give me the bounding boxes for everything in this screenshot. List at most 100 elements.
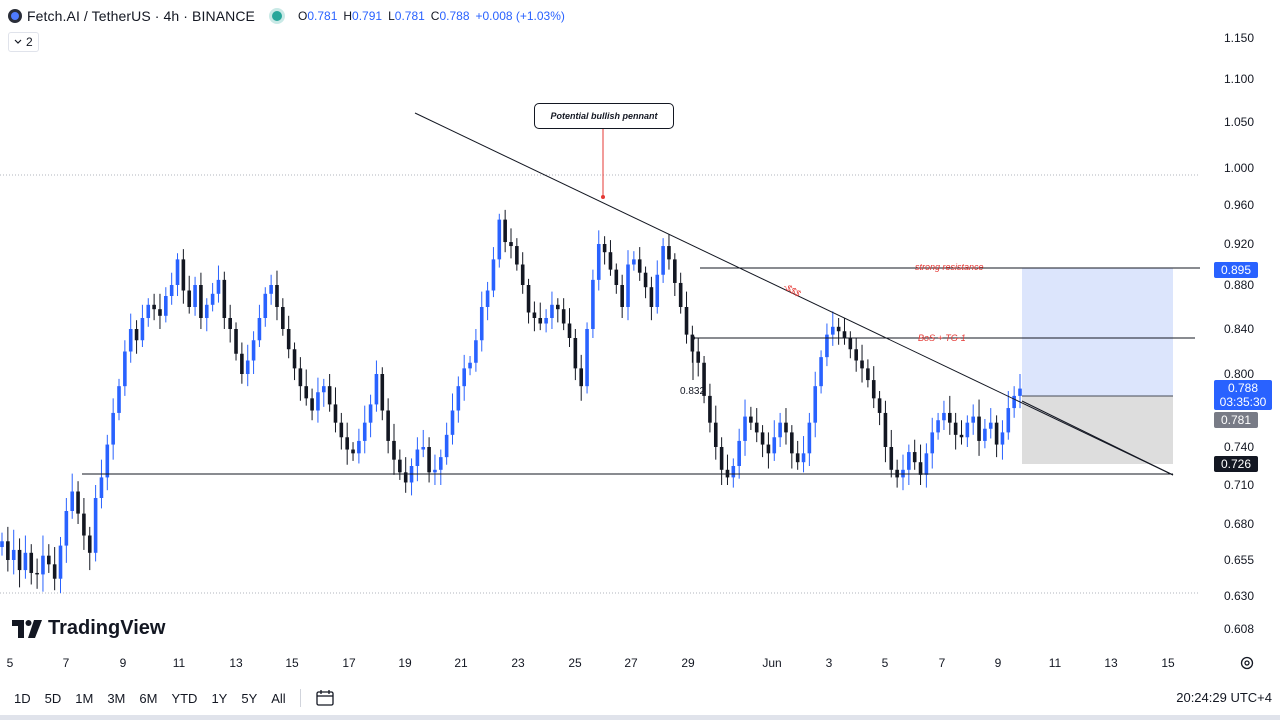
candle[interactable] xyxy=(667,246,671,260)
candle[interactable] xyxy=(942,412,946,421)
candle[interactable] xyxy=(23,552,28,571)
candle[interactable] xyxy=(228,318,232,329)
candle[interactable] xyxy=(696,351,701,363)
candle[interactable] xyxy=(772,437,777,454)
candle[interactable] xyxy=(766,444,771,454)
candle[interactable] xyxy=(544,318,548,324)
candle[interactable] xyxy=(784,422,788,433)
candle[interactable] xyxy=(386,410,390,441)
stop-zone[interactable] xyxy=(1022,396,1173,464)
candle[interactable] xyxy=(813,386,818,423)
candle[interactable] xyxy=(292,349,297,369)
utc-clock[interactable]: 20:24:29 UTC+4 xyxy=(1176,690,1272,705)
candle[interactable] xyxy=(146,304,151,318)
candle[interactable] xyxy=(947,412,952,423)
candle[interactable] xyxy=(123,351,127,387)
candle[interactable] xyxy=(497,219,502,260)
candle[interactable] xyxy=(368,404,373,423)
candle[interactable] xyxy=(415,449,420,466)
candle[interactable] xyxy=(64,511,69,546)
candle[interactable] xyxy=(398,459,402,473)
candle[interactable] xyxy=(310,398,314,411)
candle[interactable] xyxy=(550,304,554,318)
candle[interactable] xyxy=(912,452,917,463)
candle[interactable] xyxy=(936,420,940,433)
range-1m-button[interactable]: 1M xyxy=(75,690,94,706)
candle[interactable] xyxy=(778,422,782,438)
candle[interactable] xyxy=(743,416,747,441)
candle[interactable] xyxy=(380,374,385,411)
candle[interactable] xyxy=(468,362,472,369)
price-chart[interactable] xyxy=(0,0,1200,650)
candle[interactable] xyxy=(737,440,741,466)
candle[interactable] xyxy=(164,296,168,316)
candle[interactable] xyxy=(339,422,344,438)
candle[interactable] xyxy=(433,469,437,473)
candle[interactable] xyxy=(222,279,227,318)
candle[interactable] xyxy=(643,272,648,288)
candle[interactable] xyxy=(561,309,566,324)
candle[interactable] xyxy=(819,357,823,387)
settings-gear-icon[interactable] xyxy=(1239,655,1255,671)
candle[interactable] xyxy=(854,349,858,361)
candle[interactable] xyxy=(240,353,244,374)
candle[interactable] xyxy=(655,274,660,307)
symbol-title[interactable]: Fetch.AI / TetherUS · 4h · BINANCE xyxy=(27,8,255,24)
candle[interactable] xyxy=(591,279,595,329)
strong-resistance-label[interactable]: strong resistance xyxy=(915,262,984,272)
candle[interactable] xyxy=(678,282,683,307)
candle[interactable] xyxy=(830,326,835,335)
candle[interactable] xyxy=(427,447,431,473)
candle[interactable] xyxy=(158,309,162,316)
range-3m-button[interactable]: 3M xyxy=(107,690,126,706)
candle[interactable] xyxy=(977,416,981,441)
range-5d-button[interactable]: 5D xyxy=(44,690,62,706)
candle[interactable] xyxy=(596,244,601,280)
pennant-lower-trendline[interactable] xyxy=(1021,400,1174,476)
candle[interactable] xyxy=(392,440,396,460)
candle[interactable] xyxy=(175,259,180,285)
candle[interactable] xyxy=(479,307,484,341)
calendar-goto-icon[interactable] xyxy=(315,689,335,707)
candle[interactable] xyxy=(0,541,4,548)
candle[interactable] xyxy=(661,246,665,275)
candle[interactable] xyxy=(883,412,888,447)
candle[interactable] xyxy=(128,329,133,352)
pennant-upper-trendline[interactable] xyxy=(414,112,1174,476)
candle[interactable] xyxy=(286,329,291,350)
candle[interactable] xyxy=(251,340,256,361)
candle[interactable] xyxy=(456,386,461,411)
candle[interactable] xyxy=(556,304,560,310)
candle[interactable] xyxy=(649,287,654,307)
candle[interactable] xyxy=(275,285,279,307)
candle[interactable] xyxy=(713,422,718,447)
candle[interactable] xyxy=(29,552,34,573)
candle[interactable] xyxy=(626,264,630,308)
candle[interactable] xyxy=(485,290,490,308)
candle[interactable] xyxy=(585,329,589,387)
candle[interactable] xyxy=(965,422,970,438)
candle[interactable] xyxy=(216,279,221,294)
candle[interactable] xyxy=(971,416,975,423)
candle[interactable] xyxy=(930,432,935,454)
price-axis[interactable]: 1.150 1.100 1.050 1.000 0.960 0.920 0.88… xyxy=(1200,0,1280,650)
candle[interactable] xyxy=(860,360,864,369)
candle[interactable] xyxy=(983,428,987,441)
candle[interactable] xyxy=(462,368,466,387)
range-5y-button[interactable]: 5Y xyxy=(241,690,258,706)
candle[interactable] xyxy=(836,326,841,332)
candle[interactable] xyxy=(491,259,496,291)
candle[interactable] xyxy=(708,395,712,423)
candle[interactable] xyxy=(614,269,619,285)
candle[interactable] xyxy=(520,264,525,286)
candle[interactable] xyxy=(263,293,268,318)
candle[interactable] xyxy=(351,449,355,454)
candle[interactable] xyxy=(105,444,110,478)
bos-label[interactable]: BoS + TG-1 xyxy=(918,333,966,343)
tradingview-logo[interactable]: TradingView xyxy=(12,617,165,640)
candle[interactable] xyxy=(526,285,531,313)
candle[interactable] xyxy=(632,259,636,265)
candle[interactable] xyxy=(444,434,449,458)
candle[interactable] xyxy=(515,246,519,265)
candle[interactable] xyxy=(795,453,800,463)
